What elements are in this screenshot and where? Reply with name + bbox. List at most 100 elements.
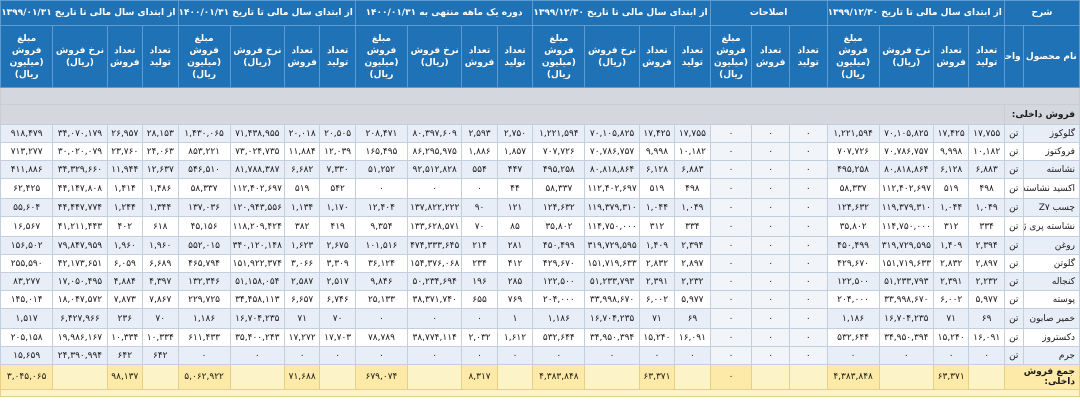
total-adj-amount: ۰: [709, 364, 753, 390]
g1-value-cell: ۱,۰۴۴: [932, 198, 970, 217]
g3-value-cell: ۱۲۱: [496, 198, 534, 217]
col-header-production: تعداد تولید: [319, 25, 356, 88]
adj-value-cell: ۰: [788, 236, 828, 255]
g3-value-cell: ۶۵۵: [461, 290, 498, 309]
adj-value-cell: ۰: [709, 290, 753, 309]
g1-value-cell: ۴۹۵,۲۵۸: [826, 160, 880, 179]
adj-value-cell: ۰: [709, 142, 753, 161]
g1-value-cell: ۲,۳۹۴: [968, 236, 1005, 255]
adj-value-cell: ۰: [751, 290, 790, 309]
g4-value-cell: ۳,۰۶۶: [283, 254, 321, 273]
g3-value-cell: ۰: [407, 178, 463, 199]
section-title: فروش داخلی:: [1003, 104, 1080, 125]
col-header-amount: مبلغ فروش (میلیون ریال): [532, 25, 586, 88]
g5-value-cell: ۱۵۶,۵۰۲: [0, 236, 54, 255]
g2-value-cell: ۴۹۸: [674, 178, 711, 199]
g4-value-cell: ۷۱,۴۳۸,۹۵۵: [229, 124, 285, 143]
g3-value-cell: ۲۳۴: [461, 254, 498, 273]
g1-value-cell: ۵,۹۷۷: [968, 290, 1005, 309]
col-header-amount: مبلغ فروش (میلیون ریال): [826, 25, 880, 88]
g4-value-cell: ۱,۶۲۳: [283, 236, 321, 255]
g4-value-cell: ۲۰,۰۱۸: [283, 124, 321, 143]
g2-value-cell: ۳۵,۸۰۲: [532, 216, 586, 237]
g5-value-cell: ۲۴,۳۹۰,۹۹۴: [52, 346, 108, 365]
adj-value-cell: ۰: [751, 124, 790, 143]
product-name-cell: روغن: [1022, 236, 1080, 255]
g2-value-cell: ۱۲۲,۵۰۰: [532, 272, 586, 291]
g4-value-cell: ۴۱۹: [319, 216, 356, 237]
g3-value-cell: ۲,۰۳۲: [461, 328, 498, 347]
adj-value-cell: ۰: [709, 272, 753, 291]
g1-value-cell: ۲,۸۹۷: [968, 254, 1005, 273]
g2-value-cell: ۱۵,۲۴۰: [638, 328, 676, 347]
unit-cell: تن: [1003, 290, 1024, 309]
g3-value-cell: ۴۴۷: [496, 160, 534, 179]
g2-value-cell: ۱,۰۴۹: [674, 198, 711, 217]
unit-cell: تن: [1003, 160, 1024, 179]
g5-value-cell: ۶۴۲: [106, 346, 144, 365]
g5-value-cell: ۶۲,۴۲۵: [0, 178, 54, 199]
g4-value-cell: ۵۴۲: [319, 178, 356, 199]
total-g1-amount: ۴,۳۸۳,۸۴۸: [826, 364, 880, 390]
adj-value-cell: ۰: [788, 346, 828, 365]
g1-value-cell: ۳۱۹,۷۲۹,۵۹۵: [878, 236, 934, 255]
g4-value-cell: ۱۲,۰۳۹: [319, 142, 356, 161]
g1-value-cell: ۳۱۲: [932, 216, 970, 237]
g5-value-cell: ۴۱۱,۸۸۶: [0, 160, 54, 179]
g5-value-cell: ۶,۶۸۹: [142, 254, 179, 273]
g3-value-cell: ۹,۸۴۶: [354, 272, 409, 291]
g2-value-cell: ۱,۰۴۴: [638, 198, 676, 217]
g1-value-cell: ۱۱۲,۴۰۲,۶۹۷: [878, 178, 934, 199]
product-name-cell: جرم: [1022, 346, 1080, 365]
adj-value-cell: ۰: [751, 272, 790, 291]
g2-value-cell: ۷۱: [638, 308, 676, 329]
g4-value-cell: ۱۳۲,۳۴۶: [177, 272, 231, 291]
g2-value-cell: ۵۱,۲۳۳,۷۹۳: [584, 272, 640, 291]
unit-cell: تن: [1003, 198, 1024, 217]
spacer-cell: [0, 87, 1080, 105]
g2-value-cell: ۵,۹۷۷: [674, 290, 711, 309]
g1-value-cell: ۹,۹۹۸: [932, 142, 970, 161]
g1-value-cell: ۲,۸۳۲: [932, 254, 970, 273]
adj-value-cell: ۰: [751, 236, 790, 255]
table-row: پوسته تن ۵,۹۷۷ ۶,۰۰۲ ۳۳,۹۹۸,۶۷۰ ۲۰۴,۰۰۰ ۰ ۰ ۰ ۵,۹…: [0, 290, 1080, 309]
g2-value-cell: ۱۱۲,۴۰۲,۶۹۷: [584, 178, 640, 199]
total-g4-amount: ۵,۰۶۲,۹۲۲: [177, 364, 231, 390]
g5-value-cell: ۷۰: [142, 308, 179, 329]
g2-value-cell: ۰: [532, 346, 586, 365]
g3-value-cell: ۱,۸۵۷: [496, 142, 534, 161]
unit-cell: تن: [1003, 328, 1024, 347]
g4-value-cell: ۷۳,۰۲۴,۷۳۵: [229, 142, 285, 161]
g1-value-cell: ۳۳۴: [968, 216, 1005, 237]
g1-value-cell: ۸۰,۸۱۸,۸۶۴: [878, 160, 934, 179]
total-g3-sales: ۸,۳۱۷: [461, 364, 498, 390]
group-header-period-1: از ابتدای سال مالی تا تاریخ ۱۳۹۹/۱۲/۳۰: [826, 0, 1005, 26]
unit-cell: تن: [1003, 178, 1024, 199]
adj-value-cell: ۰: [788, 216, 828, 237]
adj-value-cell: ۰: [751, 160, 790, 179]
g4-value-cell: ۴۶۵,۷۹۴: [177, 254, 231, 273]
col-header-production: تعداد تولید: [142, 25, 179, 88]
g5-value-cell: ۹۱۸,۴۷۹: [0, 124, 54, 143]
g1-value-cell: ۱۲۲,۵۰۰: [826, 272, 880, 291]
section-filler: [0, 104, 1005, 125]
g5-value-cell: ۵۵,۶۰۴: [0, 198, 54, 217]
g2-value-cell: ۱۲۴,۶۳۲: [532, 198, 586, 217]
g3-value-cell: ۲۵,۱۳۳: [354, 290, 409, 309]
g1-value-cell: ۶,۰۰۲: [932, 290, 970, 309]
g3-value-cell: ۰: [354, 178, 409, 199]
g5-value-cell: ۱,۹۶۰: [142, 236, 179, 255]
g1-value-cell: ۳۵,۸۰۲: [826, 216, 880, 237]
g1-value-cell: ۷۰,۱۰۵,۸۲۵: [878, 124, 934, 143]
g4-value-cell: ۳۵,۴۰۰,۲۴۳: [229, 328, 285, 347]
g4-value-cell: ۱۱۲,۴۰۲,۶۹۷: [229, 178, 285, 199]
col-header-rate: نرخ فروش (ریال): [229, 25, 285, 88]
g2-value-cell: ۵۳۲,۶۴۴: [532, 328, 586, 347]
g4-value-cell: ۶,۶۵۷: [283, 290, 321, 309]
g5-value-cell: ۱,۹۶۰: [106, 236, 144, 255]
g3-value-cell: ۴۷۴,۳۳۳,۶۴۵: [407, 236, 463, 255]
product-name-cell: اکسید نشاسته: [1022, 178, 1080, 199]
group-header-adjustments: اصلاحات: [709, 0, 828, 26]
total-label: جمع فروش داخلی:: [1003, 364, 1080, 390]
g5-value-cell: ۷,۸۶۷: [142, 290, 179, 309]
